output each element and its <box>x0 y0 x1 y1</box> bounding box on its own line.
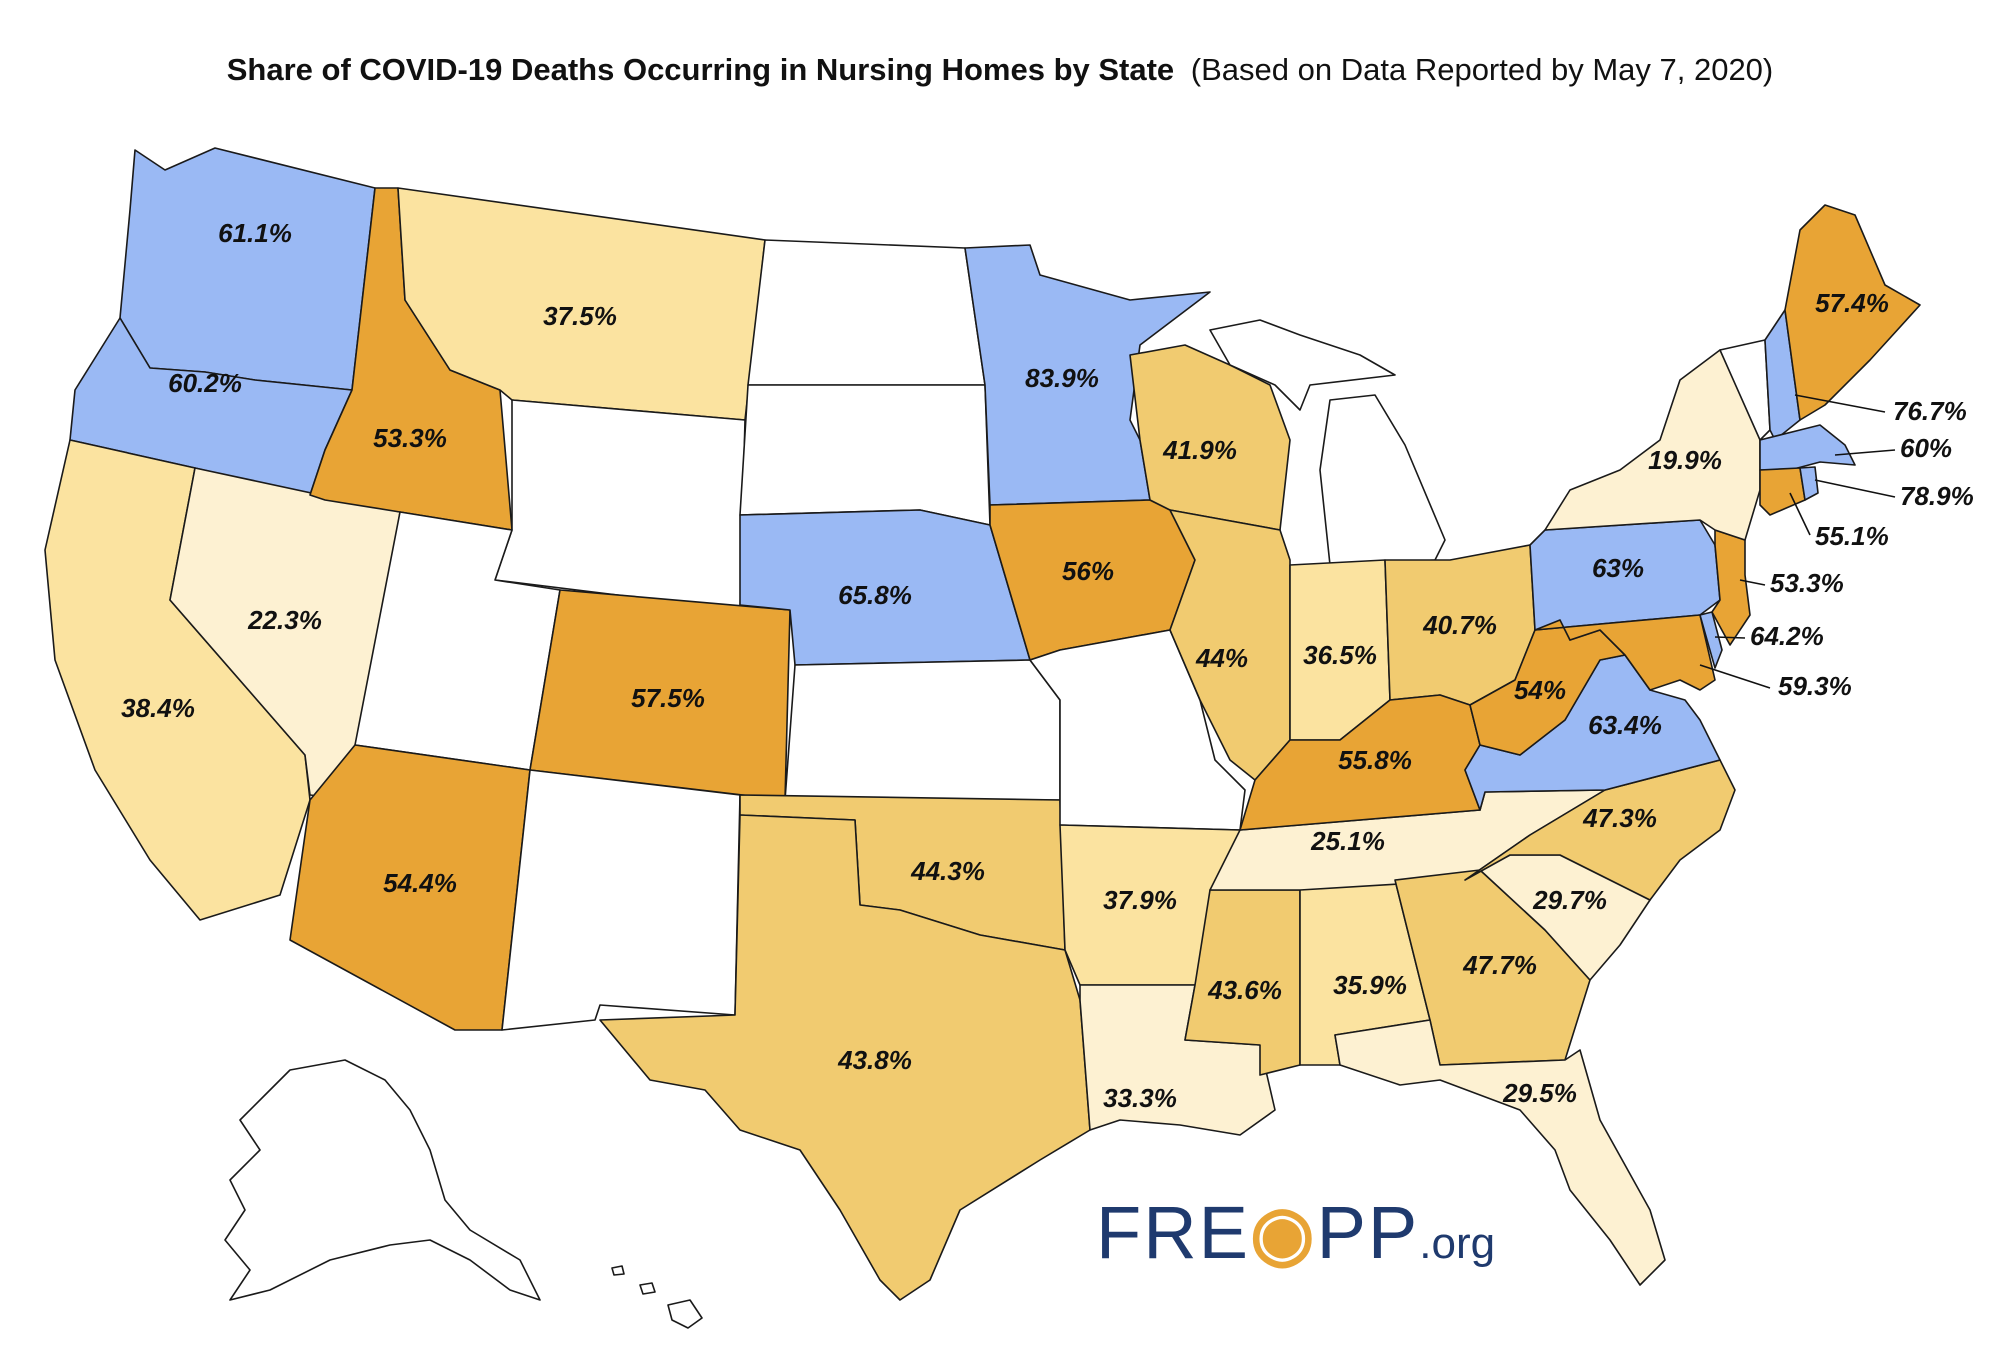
label-ME: 57.4% <box>1815 288 1889 318</box>
label-AL: 35.9% <box>1333 970 1407 1000</box>
label-PA: 63% <box>1592 553 1644 583</box>
state-HI <box>611 1265 703 1329</box>
title-subtitle: (Based on Data Reported by May 7, 2020) <box>1190 52 1774 87</box>
label-CA: 38.4% <box>121 693 195 723</box>
state-CT <box>1759 467 1806 516</box>
logo-text-a: FRE <box>1096 1191 1250 1274</box>
label-LA: 33.3% <box>1103 1083 1177 1113</box>
state-FL <box>1334 1019 1666 1286</box>
logo-equals-o-icon: ◉ <box>1250 1191 1317 1274</box>
state-WY <box>494 399 746 611</box>
label-NE: 65.8% <box>838 580 912 610</box>
state-WI <box>1129 344 1291 531</box>
label-NJ: 53.3% <box>1770 568 1844 598</box>
state-NH <box>1764 309 1801 441</box>
label-VA: 63.4% <box>1588 710 1662 740</box>
label-IL: 44% <box>1195 643 1248 673</box>
state-KS <box>784 659 1061 801</box>
state-WA <box>119 147 376 391</box>
label-FL: 29.5% <box>1502 1078 1577 1108</box>
label-WI: 41.9% <box>1162 435 1237 465</box>
state-ME <box>1784 204 1921 421</box>
freopp-logo: FRE◉PP.org <box>1096 1190 1495 1276</box>
label-NY: 19.9% <box>1648 445 1722 475</box>
label-KY: 55.8% <box>1338 745 1412 775</box>
label-NV: 22.3% <box>247 605 322 635</box>
label-MT: 37.5% <box>543 301 617 331</box>
label-OK: 44.3% <box>910 856 985 886</box>
leader-NJ <box>1739 579 1766 586</box>
label-DE: 64.2% <box>1750 621 1824 651</box>
label-OH: 40.7% <box>1422 610 1497 640</box>
label-IN: 36.5% <box>1303 640 1377 670</box>
leader-MA <box>1834 449 1896 456</box>
label-AZ: 54.4% <box>383 868 457 898</box>
label-AR: 37.9% <box>1103 885 1177 915</box>
label-NH: 76.7% <box>1893 396 1967 426</box>
state-NC <box>1464 759 1736 901</box>
label-CT: 55.1% <box>1815 521 1889 551</box>
label-ID: 53.3% <box>373 423 447 453</box>
label-GA: 47.7% <box>1462 950 1537 980</box>
label-TN: 25.1% <box>1310 826 1385 856</box>
state-RI <box>1799 466 1819 501</box>
logo-text-org: .org <box>1419 1219 1496 1268</box>
label-WV: 54% <box>1514 675 1566 705</box>
label-OR: 60.2% <box>168 368 242 398</box>
logo-text-b: PP <box>1316 1191 1420 1274</box>
label-MA: 60% <box>1900 433 1952 463</box>
state-MD <box>1534 614 1716 691</box>
state-SD <box>739 384 991 526</box>
label-SC: 29.7% <box>1532 885 1607 915</box>
state-IL <box>1169 509 1291 781</box>
label-MD: 59.3% <box>1778 671 1852 701</box>
leader-RI <box>1814 479 1896 498</box>
label-CO: 57.5% <box>631 683 705 713</box>
state-TX <box>599 814 1091 1301</box>
state-ND <box>747 239 986 386</box>
state-MI <box>1209 319 1446 566</box>
label-WA: 61.1% <box>218 218 292 248</box>
label-NC: 47.3% <box>1582 803 1657 833</box>
label-IA: 56% <box>1062 556 1114 586</box>
title-main: Share of COVID-19 Deaths Occurring in Nu… <box>226 52 1175 87</box>
leader-NH <box>1794 394 1886 413</box>
leader-DE <box>1714 636 1746 639</box>
leader-MD <box>1699 664 1771 689</box>
state-NM <box>501 769 741 1031</box>
leader-CT <box>1789 492 1811 536</box>
label-TX: 43.8% <box>837 1045 912 1075</box>
label-MS: 43.6% <box>1207 975 1282 1005</box>
map-title: Share of COVID-19 Deaths Occurring in Nu… <box>0 52 2000 88</box>
state-AK <box>224 1059 541 1301</box>
state-NJ <box>1711 529 1751 646</box>
label-RI: 78.9% <box>1900 481 1974 511</box>
label-MN: 83.9% <box>1025 363 1099 393</box>
state-DE <box>1699 611 1723 669</box>
